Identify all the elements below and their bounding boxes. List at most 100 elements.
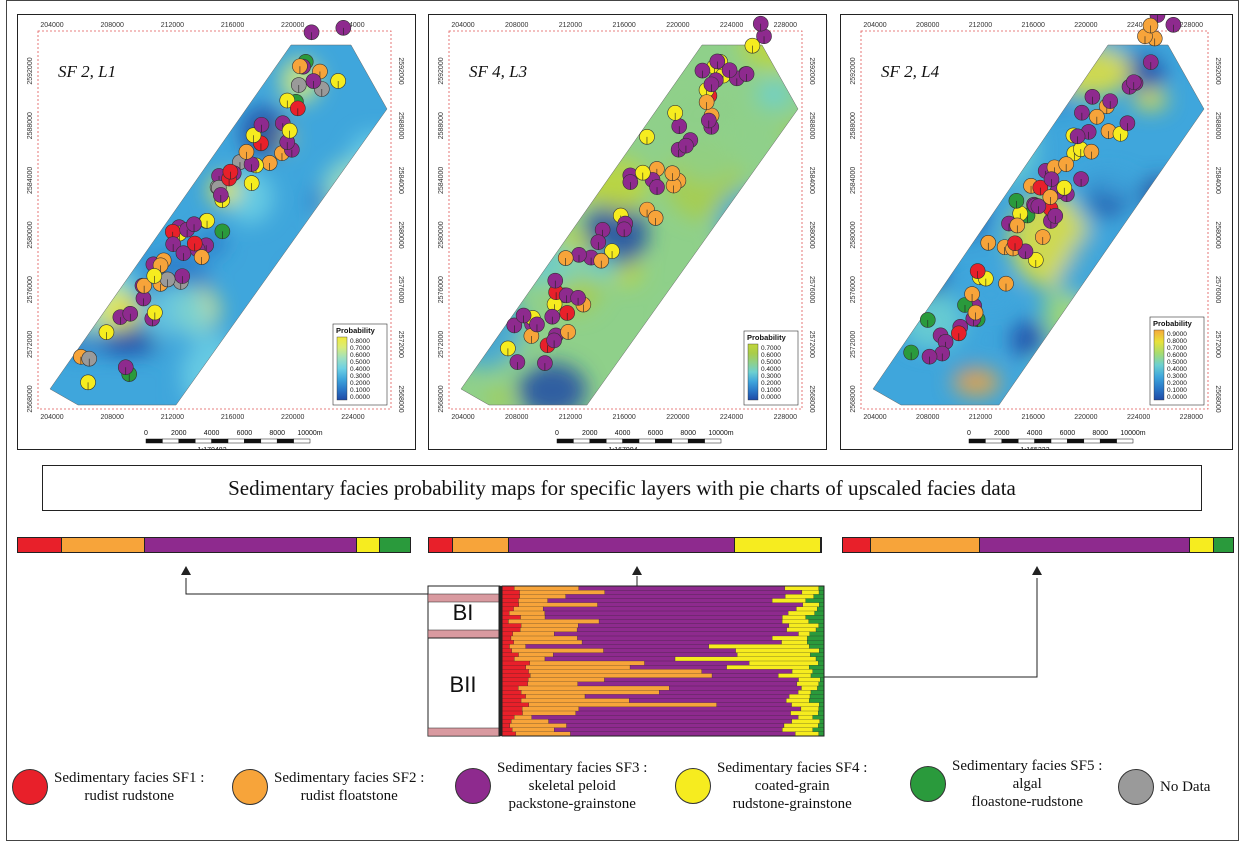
y-tick-left: 2572000 [438, 331, 445, 358]
x-tick-top: 224000 [1127, 22, 1150, 29]
x-tick-bottom: 216000 [612, 414, 635, 421]
y-tick-right: 2568000 [397, 385, 404, 412]
well-pie [649, 179, 665, 195]
well-pie [546, 332, 562, 349]
well-pie [529, 316, 545, 333]
probability-legend: Probability 0.70000.60000.50000.40000.300… [743, 330, 799, 406]
well-pie [721, 62, 738, 78]
x-tick-bottom: 216000 [1022, 414, 1045, 421]
facies-legend: Sedimentary facies SF1 : rudist rudstone … [10, 755, 1235, 825]
y-tick-left: 2576000 [27, 276, 34, 303]
well-pie [678, 137, 694, 154]
probability-legend-value: 0.6000 [350, 352, 370, 359]
legend-item-nodata: No Data [1118, 769, 1210, 805]
x-tick-bottom: 220000 [1074, 414, 1097, 421]
legend-sf3-line3: packstone-grainstone [508, 796, 636, 812]
well-pie [330, 73, 346, 89]
well-pie [117, 359, 134, 376]
well-pie [957, 297, 973, 313]
well-pie [709, 53, 726, 70]
scale-tick: 8000 [1092, 430, 1108, 437]
well-pie [147, 304, 163, 321]
y-tick-right: 2576000 [1214, 276, 1221, 303]
x-tick-bottom: 208000 [916, 414, 939, 421]
facies-segment-sf3 [508, 538, 735, 552]
y-tick-right: 2576000 [808, 276, 815, 303]
well-pie [622, 174, 639, 190]
facies-segment-sf5 [1213, 538, 1233, 552]
well-pie [1089, 108, 1105, 125]
y-tick-right: 2576000 [397, 276, 404, 303]
x-tick-bottom: 228000 [1180, 414, 1203, 421]
map-svg: 204000 204000 208000 208000 212000 212000 2160… [27, 20, 404, 449]
nodata-swatch [1118, 769, 1154, 805]
well-pie [1084, 89, 1101, 105]
probability-legend-value: 0.0000 [761, 394, 781, 401]
y-tick-left: 2588000 [27, 112, 34, 139]
well-pie [253, 116, 270, 133]
y-tick-right: 2572000 [808, 331, 815, 358]
figure-frame [6, 0, 1239, 841]
probability-map-sf2-l1: 204000 204000 208000 208000 212000 212000 2160… [17, 14, 416, 450]
legend-sf4-line3: rudstone-grainstone [732, 796, 852, 812]
x-tick-bottom: 220000 [281, 414, 304, 421]
x-tick-top: 208000 [101, 22, 124, 29]
y-tick-right: 2572000 [1214, 331, 1221, 358]
y-tick-right: 2580000 [1214, 221, 1221, 248]
well-pie [1069, 128, 1086, 145]
well-pie [292, 58, 308, 75]
x-tick-top: 204000 [863, 22, 886, 29]
x-tick-bottom: 212000 [559, 414, 582, 421]
well-pie [214, 223, 231, 240]
y-tick-left: 2568000 [850, 385, 857, 412]
x-tick-bottom: 204000 [40, 414, 63, 421]
well-pie [1008, 193, 1025, 209]
probability-legend-title: Probability [336, 326, 376, 335]
well-pie [703, 76, 720, 93]
y-tick-right: 2568000 [808, 385, 815, 412]
probability-legend-value: 0.3000 [350, 373, 370, 380]
probability-legend-value: 0.2000 [761, 380, 781, 387]
well-pie [964, 286, 980, 302]
y-tick-left: 2572000 [27, 331, 34, 358]
well-pie [616, 221, 632, 238]
x-tick-top: 216000 [1022, 22, 1045, 29]
well-pie [1143, 54, 1159, 70]
well-pie [509, 354, 526, 370]
y-tick-right: 2584000 [808, 167, 815, 194]
well-pie [919, 312, 936, 328]
well-pie [186, 235, 203, 252]
well-pie [744, 37, 761, 54]
well-pie [537, 355, 553, 371]
scale-bar: 0 2000 4000 6000 8000 10000m 1:170482 [144, 430, 323, 449]
probability-legend: Probability 0.80000.70000.60000.50000.400… [332, 323, 388, 406]
well-pie [667, 105, 683, 121]
well-pie [186, 216, 202, 233]
y-tick-right: 2592000 [808, 57, 815, 84]
scale-tick: 10000m [708, 430, 733, 437]
x-tick-top: 212000 [161, 22, 184, 29]
scale-tick: 8000 [269, 430, 285, 437]
scale-tick: 4000 [615, 430, 631, 437]
well-pie [951, 325, 967, 342]
well-pie [544, 308, 561, 325]
well-pie [245, 127, 262, 144]
scale-ratio: 1:170482 [197, 447, 226, 449]
x-tick-top: 208000 [505, 22, 528, 29]
x-tick-top: 220000 [666, 22, 689, 29]
legend-nodata-line1: No Data [1160, 779, 1211, 795]
y-tick-left: 2584000 [438, 167, 445, 194]
probability-legend-value: 0.8000 [1167, 338, 1187, 345]
probability-legend-value: 0.5000 [350, 359, 370, 366]
facies-segment-sf4 [357, 538, 380, 552]
well-pie [281, 122, 298, 139]
facies-segment-sf2 [453, 538, 509, 552]
probability-legend-value: 0.7000 [761, 345, 781, 352]
legend-sf3-line1: Sedimentary facies SF3 : [497, 760, 648, 776]
probability-legend-value: 0.5000 [761, 359, 781, 366]
well-pie [515, 307, 532, 324]
sf1-swatch [12, 769, 48, 805]
y-tick-left: 2580000 [27, 221, 34, 248]
well-pie [98, 324, 115, 340]
y-tick-left: 2576000 [438, 276, 445, 303]
